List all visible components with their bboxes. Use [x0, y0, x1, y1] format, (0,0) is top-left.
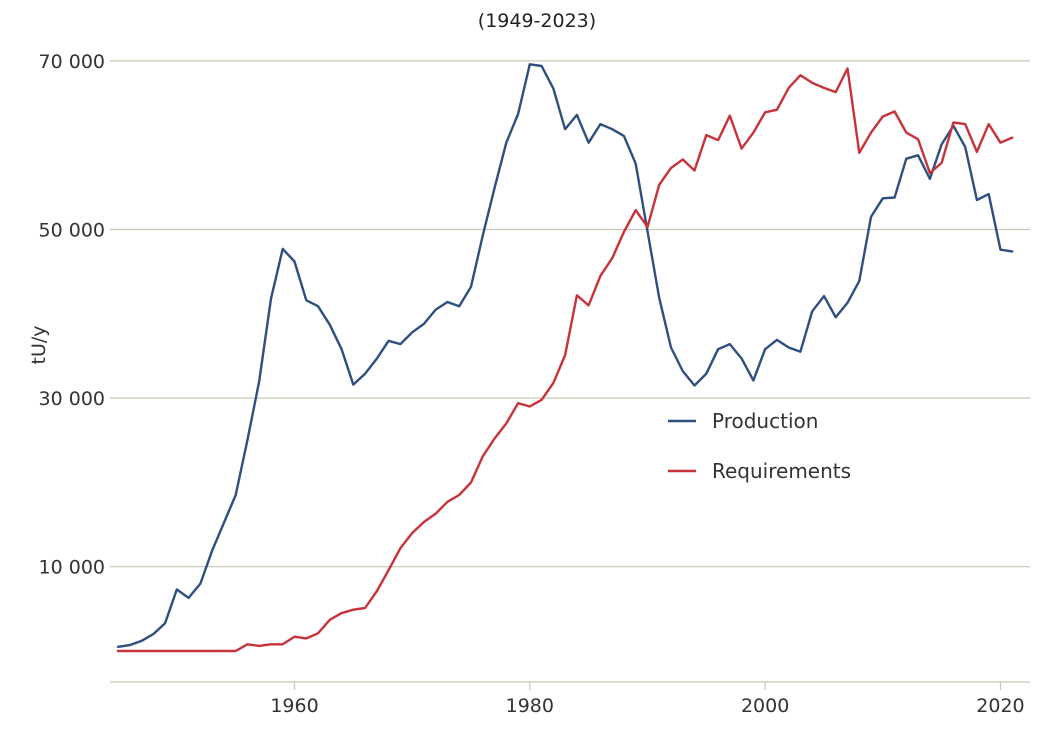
x-tick-label: 1960 — [270, 695, 318, 717]
chart-subtitle: (1949-2023) — [478, 10, 596, 32]
x-tick-label: 2020 — [976, 695, 1024, 717]
legend-label-requirements: Requirements — [712, 459, 851, 483]
legend-label-production: Production — [712, 409, 818, 433]
series-line-production — [116, 63, 1014, 648]
y-axis-title: tU/y — [28, 325, 50, 364]
x-tick-label: 2000 — [741, 695, 789, 717]
legend: Production Requirements — [668, 409, 851, 483]
x-tick-label: 1980 — [506, 695, 554, 717]
y-tick-label: 10 000 — [39, 557, 105, 579]
y-tick-label: 50 000 — [39, 220, 105, 242]
y-axis: 10 000 30 000 50 000 70 000 — [39, 51, 105, 579]
series-lines — [116, 63, 1014, 653]
series-line-requirements — [116, 67, 1014, 653]
y-tick-label: 30 000 — [39, 388, 105, 410]
y-tick-label: 70 000 — [39, 51, 105, 73]
x-axis: 1960 1980 2000 2020 — [110, 681, 1030, 717]
gridlines — [110, 60, 1030, 568]
